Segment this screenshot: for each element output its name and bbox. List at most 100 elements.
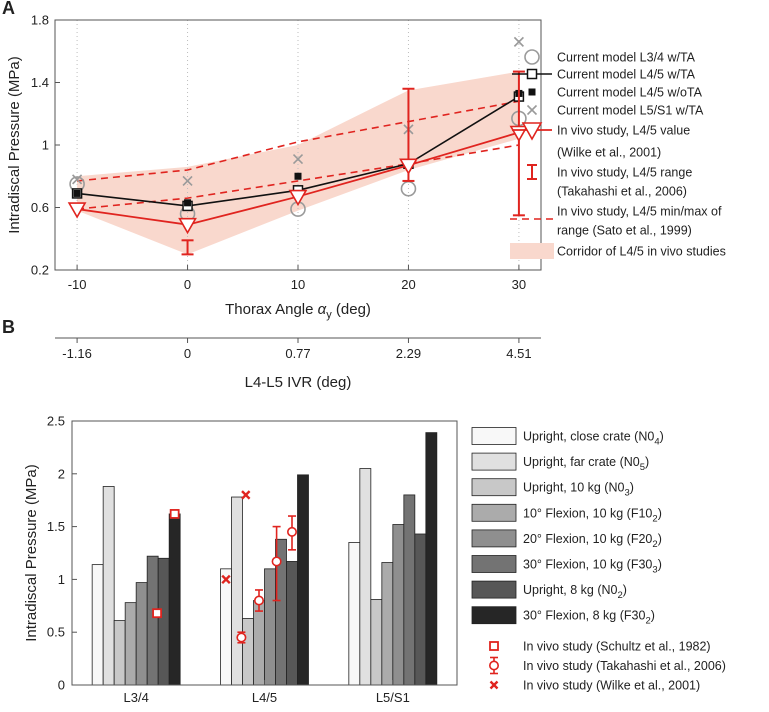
legend-a: Current model L3/4 w/TA Current model L4/… — [510, 49, 726, 259]
legend-band-icon — [510, 243, 554, 259]
legend-b-paren-close: ) — [658, 506, 662, 520]
x-axis-label-a: Thorax Angle αy (deg) — [225, 301, 371, 321]
legend-b-entry: Upright, 8 kg (N02) — [523, 583, 627, 601]
y-tick-label-a: 1.4 — [31, 75, 49, 90]
ivr-tick-label: 4.51 — [506, 346, 531, 361]
legend-a-entry: In vivo study, L4/5 min/max of — [557, 205, 722, 219]
legend-b-paren-close: ) — [630, 481, 634, 495]
legend-b-paren-open: ( — [623, 506, 631, 520]
legend-square-icon — [489, 641, 499, 651]
l5s1-x-point — [182, 175, 193, 187]
schultz-square-point — [169, 509, 180, 519]
legend-b-entry: 20° Flexion, 10 kg (F202) — [523, 532, 662, 550]
legend-b-paren-close: ) — [660, 430, 664, 444]
bar — [348, 542, 361, 686]
legend-b-paren-open: ( — [616, 609, 624, 623]
panel-label-b: B — [2, 317, 15, 337]
legend-square-icon — [526, 68, 538, 80]
axes-a: 0.2 0.6 1 1.4 1.8 -10 0 10 20 30 — [31, 13, 526, 293]
legend-a-entry: (Takahashi et al., 2006) — [557, 185, 687, 199]
y-tick-label-a: 0.6 — [31, 200, 49, 215]
legend-b-tag: N0 — [624, 455, 640, 469]
y-tick-label-a: 0.2 — [31, 263, 49, 278]
x-tick-label-a: 0 — [184, 277, 191, 292]
legend-b-sub: 4 — [654, 437, 659, 448]
l5s1-x-point — [513, 36, 524, 47]
legend-b-name: 10° Flexion, 10 kg — [523, 506, 623, 520]
corridor-band — [77, 71, 519, 255]
x-stroke — [221, 574, 231, 585]
y-tick-label-a: 1.8 — [31, 13, 49, 28]
takahashi-errorbar-point — [271, 525, 282, 602]
wilke-x-point — [241, 490, 251, 500]
errorbar-circle — [236, 632, 247, 643]
x-tick-label-a: -10 — [68, 277, 87, 292]
legend-b-paren-close: ) — [645, 455, 649, 469]
chart-a: 0.2 0.6 1 1.4 1.8 -10 0 10 20 30 Intradiscal Pres… — [6, 13, 726, 392]
legend-b-name: Upright, far crate — [523, 455, 616, 469]
y-tick-label-a: 1 — [42, 138, 49, 153]
takahashi-errorbar-point — [286, 515, 297, 551]
legend-b-invivo-entry: In vivo study (Takahashi et al., 2006) — [523, 659, 726, 673]
legend-b-swatch — [471, 555, 517, 573]
bar — [220, 568, 232, 686]
legend-b-invivo-entry: In vivo study (Wilke et al., 2001) — [523, 679, 700, 693]
l5s1-x-point — [292, 153, 304, 165]
corridor-layer — [77, 71, 519, 255]
legend-a-entry: (Wilke et al., 2001) — [557, 146, 661, 160]
y-axis-label-a: Intradiscal Pressure (MPa) — [6, 56, 23, 234]
y-axis-label-b: Intradiscal Pressure (MPa) — [23, 464, 40, 642]
legend-b-paren-close: ) — [658, 532, 662, 546]
bar — [297, 474, 309, 686]
bar — [157, 557, 170, 686]
legend-b-sub: 2 — [652, 539, 657, 550]
legend-b-paren-close: ) — [658, 558, 662, 572]
legend-b-tag: F20 — [631, 532, 653, 546]
x-tick-label-a: 10 — [291, 277, 305, 292]
legend-b-name: 30° Flexion, 10 kg — [523, 558, 623, 572]
takahashi-errorbar-point — [254, 589, 265, 612]
legend-x-icon — [489, 680, 499, 690]
x-stroke — [241, 490, 251, 500]
panel-label-a: A — [2, 0, 15, 18]
invivo-layer — [152, 490, 297, 644]
x-tick-label-a: 30 — [512, 277, 526, 292]
legend-b-swatch — [471, 529, 517, 548]
takahashi-range-bar — [512, 70, 525, 217]
wilke-triangle-point — [178, 217, 197, 235]
y-tick-label-b: 0 — [58, 678, 65, 693]
legend-b-entry: 10° Flexion, 10 kg (F102) — [523, 506, 662, 524]
legend-b-sub: 2 — [618, 590, 623, 601]
bar — [286, 561, 298, 686]
legend-a-entry: Current model L4/5 w/oTA — [557, 86, 703, 100]
l5s1-x-point — [72, 174, 83, 185]
sato-upper-line — [77, 100, 520, 182]
legend-b-entry: Upright, far crate (N05) — [523, 455, 649, 473]
legend-b-paren-open: ( — [623, 532, 631, 546]
ivr-tick-label: -1.16 — [62, 346, 92, 361]
x-tick-label-a: 20 — [401, 277, 415, 292]
l45-wota-square-point — [73, 189, 81, 197]
y-tick-label-b: 2 — [58, 466, 65, 481]
legend-b-paren-close: ) — [651, 609, 655, 623]
legend-b-name: 20° Flexion, 10 kg — [523, 532, 623, 546]
schultz-square-point — [152, 608, 162, 619]
x-stroke — [513, 36, 524, 47]
legend-circle-icon — [524, 49, 540, 65]
legend-b-swatch — [471, 478, 517, 497]
bar — [359, 468, 372, 686]
errorbar-circle — [254, 595, 265, 606]
legend-b-name: Upright, close crate — [523, 430, 631, 444]
bar — [102, 486, 115, 686]
legend-a-entry: In vivo study, L4/5 range — [557, 166, 692, 180]
errorbar-circle — [271, 556, 282, 567]
bar — [146, 555, 159, 686]
y-tick-label-b: 2.5 — [47, 414, 65, 429]
legend-filled-square-icon — [528, 88, 536, 96]
legend-b-paren-open: ( — [601, 481, 609, 495]
ivr-axis: -1.16 0 0.77 2.29 4.51 — [55, 337, 541, 361]
wilke-triangle-point — [67, 202, 87, 219]
legend-b-paren-open: ( — [616, 455, 624, 469]
legend-b-invivo-entry: In vivo study (Schultz et al., 1982) — [523, 640, 711, 654]
